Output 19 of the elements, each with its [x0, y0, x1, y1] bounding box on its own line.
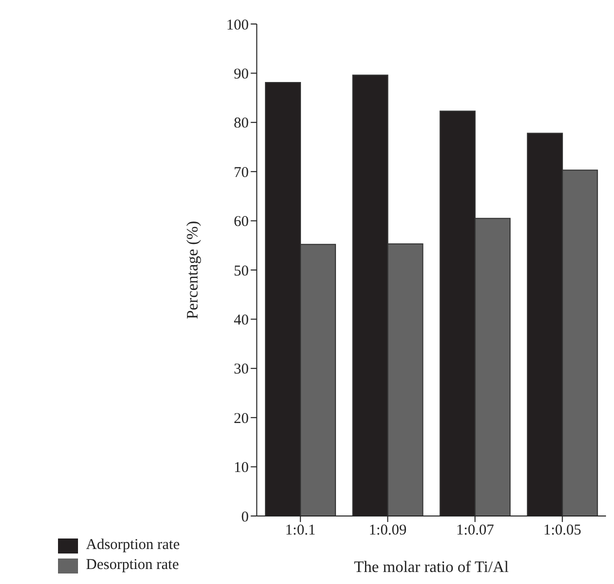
y-tick-label: 10 [234, 460, 249, 476]
x-tick-label: 1:0.1 [285, 522, 316, 539]
y-tick-label: 0 [241, 509, 249, 526]
x-tick-label: 1:0.09 [368, 522, 407, 539]
y-axis-title: Percentage (%) [184, 220, 202, 320]
y-tick-label: 70 [234, 164, 249, 181]
y-tick-label: 30 [234, 362, 249, 378]
y-tick-label: 60 [234, 214, 249, 230]
x-tick-label: 1:0.05 [543, 522, 582, 539]
y-tick-label: 80 [234, 116, 249, 132]
y-tick-label: 100 [226, 17, 249, 34]
y-tick-label: 50 [234, 263, 249, 280]
y-tick-label: 90 [234, 66, 249, 83]
y-tick-label: 40 [234, 312, 249, 329]
legend-label: Adsorption rate [86, 537, 180, 554]
x-tick-label: 1:0.07 [456, 522, 494, 539]
y-tick-label: 20 [234, 410, 249, 427]
legend-label: Desorption rate [86, 557, 179, 574]
x-axis-title: The molar ratio of Ti/Al [354, 559, 510, 576]
